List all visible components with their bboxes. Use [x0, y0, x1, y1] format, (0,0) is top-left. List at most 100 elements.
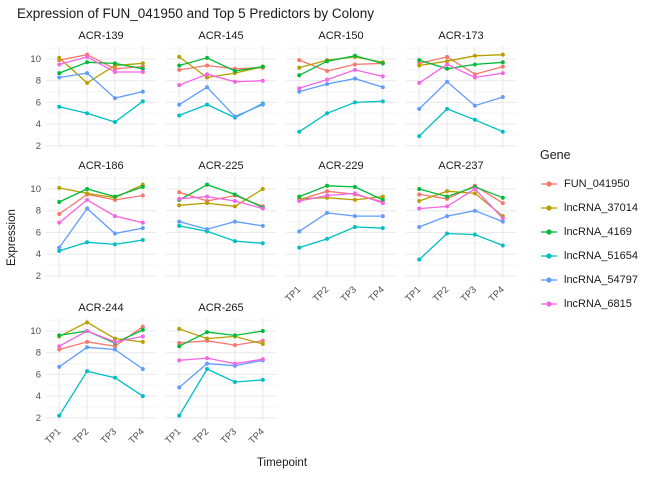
data-point — [140, 220, 145, 225]
data-point — [297, 129, 302, 134]
data-point — [85, 320, 90, 325]
data-point — [177, 190, 182, 195]
facet-ACR-237: ACR-237 TP1 TP2 TP3 TP4 — [403, 160, 516, 304]
data-point — [112, 336, 117, 341]
data-point — [417, 206, 422, 211]
facet-label: ACR-173 — [438, 30, 483, 42]
data-point — [57, 413, 62, 418]
data-point — [57, 62, 62, 67]
x-tick-label: TP4 — [127, 426, 147, 446]
data-point — [177, 326, 182, 331]
data-point — [177, 413, 182, 418]
data-point — [352, 62, 357, 67]
data-point — [205, 356, 210, 361]
facet-label: ACR-265 — [198, 302, 243, 314]
series-line-lncRNA_6815 — [418, 63, 503, 84]
legend-title: Gene — [540, 148, 571, 162]
data-point — [445, 59, 450, 64]
data-point — [352, 67, 357, 72]
x-tick-label: TP3 — [219, 426, 239, 446]
data-point — [417, 106, 422, 111]
x-tick-label: TP4 — [487, 284, 507, 304]
series-line-lncRNA_51654 — [58, 370, 144, 417]
data-point — [380, 194, 385, 199]
data-point — [85, 191, 90, 196]
data-point — [140, 324, 145, 329]
y-tick-label: 2 — [36, 141, 41, 152]
data-point — [417, 192, 422, 197]
data-point — [500, 71, 505, 76]
data-point — [472, 191, 477, 196]
y-tick-label: 4 — [36, 391, 41, 402]
data-point — [445, 214, 450, 219]
data-point — [352, 225, 357, 229]
data-point — [417, 257, 422, 262]
data-point — [500, 129, 505, 134]
data-point — [57, 248, 62, 253]
data-point — [140, 334, 145, 339]
data-point — [205, 72, 210, 77]
legend-key-icon — [540, 223, 558, 241]
data-point — [352, 53, 357, 58]
data-point — [472, 75, 477, 80]
series-line-lncRNA_6815 — [179, 357, 263, 365]
data-point — [112, 119, 117, 124]
data-point — [260, 187, 265, 192]
y-tick-label: 10 — [30, 184, 41, 195]
data-point — [472, 53, 477, 58]
legend-label: lncRNA_4169 — [564, 226, 632, 238]
data-point — [57, 344, 62, 349]
data-point — [352, 76, 357, 81]
data-point — [260, 338, 265, 343]
data-point — [445, 189, 450, 194]
data-point — [380, 197, 385, 202]
series-line-lncRNA_4169 — [298, 55, 383, 76]
data-point — [177, 67, 182, 72]
legend: Gene FUN_041950 lncRNA_37014 lncRNA_4169 ln… — [540, 148, 638, 316]
data-point — [325, 189, 330, 194]
series-line-FUN_041950 — [419, 185, 504, 204]
series-line-FUN_041950 — [179, 340, 263, 346]
data-point — [260, 102, 265, 107]
data-point — [500, 60, 505, 65]
data-point — [297, 89, 302, 94]
data-point — [232, 204, 237, 209]
y-tick-label: 2 — [36, 271, 41, 282]
x-tick-label: TP2 — [431, 284, 451, 304]
data-point — [85, 206, 90, 211]
legend-label: lncRNA_37014 — [564, 202, 638, 214]
legend-items: FUN_041950 lncRNA_37014 lncRNA_4169 lncRNA_… — [540, 172, 638, 316]
data-point — [260, 206, 265, 211]
data-point — [140, 184, 145, 189]
data-point — [177, 223, 182, 228]
data-point — [232, 333, 237, 338]
data-point — [325, 111, 330, 116]
series-line-lncRNA_37014 — [179, 188, 264, 208]
series-line-lncRNA_51654 — [59, 239, 143, 252]
data-point — [417, 225, 422, 229]
data-point — [205, 194, 210, 199]
data-point — [325, 236, 330, 241]
x-axis-label: Timepoint — [256, 457, 308, 469]
data-point — [140, 238, 145, 243]
series-line-lncRNA_54797 — [418, 80, 503, 110]
data-point — [140, 394, 145, 399]
data-point — [57, 185, 62, 190]
data-point — [380, 214, 385, 219]
data-point — [57, 364, 62, 369]
data-point — [177, 358, 182, 363]
y-tick-label: 6 — [36, 97, 41, 108]
data-point — [140, 367, 145, 371]
legend-label: lncRNA_6815 — [564, 298, 632, 310]
x-tick-label: TP2 — [71, 426, 91, 446]
series-line-FUN_041950 — [419, 56, 503, 75]
data-point — [232, 239, 237, 244]
data-point — [177, 385, 182, 390]
series-line-lncRNA_51654 — [418, 232, 504, 261]
x-tick-label: TP1 — [43, 426, 63, 446]
series-line-lncRNA_54797 — [58, 346, 144, 370]
data-point — [57, 55, 62, 60]
data-point — [112, 214, 117, 219]
data-point — [325, 81, 330, 86]
